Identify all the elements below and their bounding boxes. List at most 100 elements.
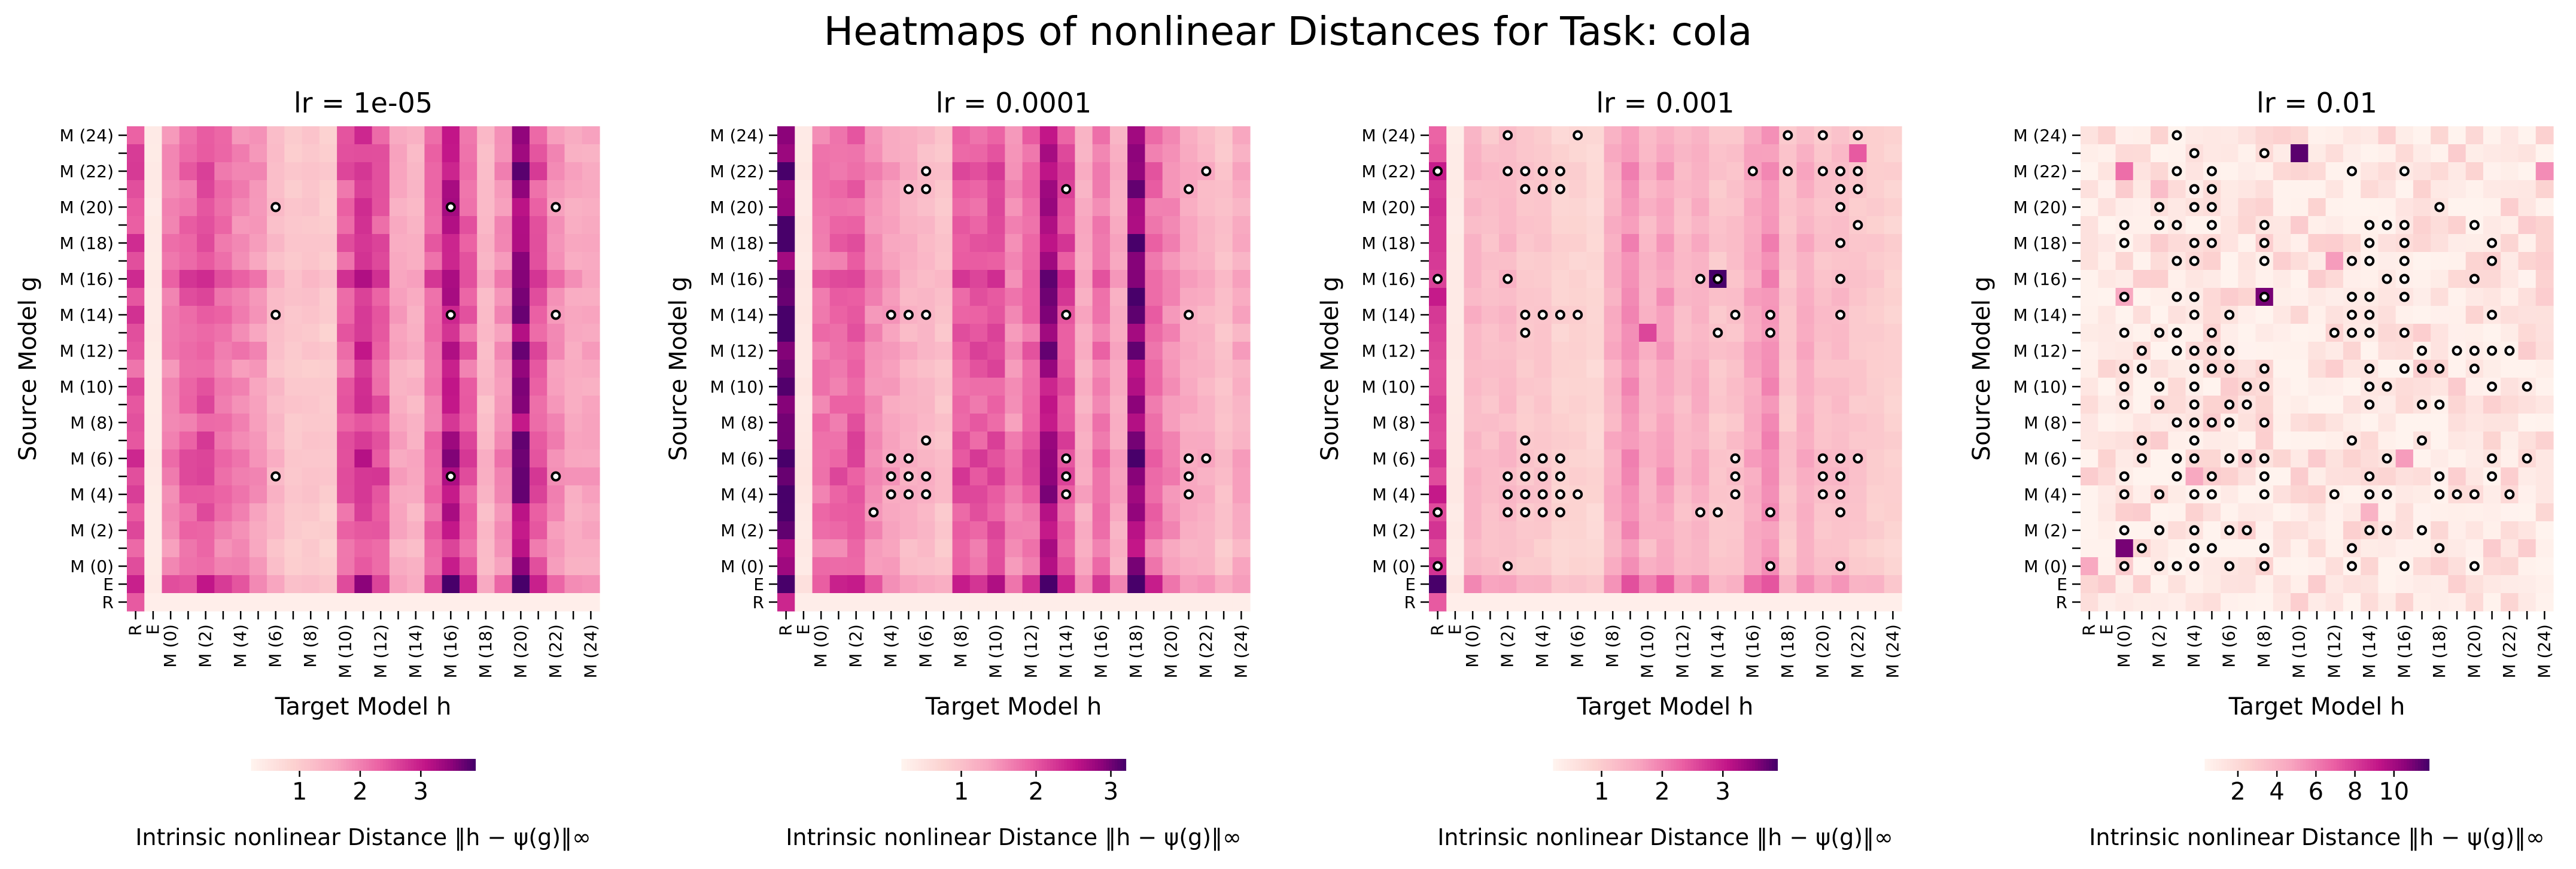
- heatmap-cell: [812, 467, 831, 486]
- heatmap-cell: [1127, 360, 1146, 378]
- heatmap-cell: [1215, 575, 1233, 594]
- heatmap-cell: [2238, 306, 2256, 324]
- heatmap-cell: [1831, 432, 1850, 450]
- heatmap-cell: [1481, 593, 1500, 612]
- heatmap-cell: [777, 198, 795, 217]
- heatmap-cell: [407, 252, 425, 271]
- heatmap-cell: [2395, 432, 2414, 450]
- heatmap-cell: [2325, 270, 2344, 288]
- heatmap-cell: [214, 414, 233, 432]
- heatmap-cell: [512, 126, 530, 145]
- heatmap-cell: [1604, 252, 1622, 271]
- heatmap-cell: [952, 575, 971, 594]
- heatmap-cell: [1215, 449, 1233, 468]
- heatmap-cell: [829, 396, 848, 414]
- heatmap-cell: [389, 198, 407, 217]
- heatmap-cell: [1075, 270, 1093, 288]
- heatmap-cell: [1215, 593, 1233, 612]
- heatmap-cell: [865, 414, 883, 432]
- heatmap-cell: [424, 342, 443, 360]
- heatmap-cell: [2115, 575, 2134, 594]
- panel-title: lr = 1e-05: [294, 87, 433, 119]
- heatmap-cell: [1779, 288, 1798, 306]
- heatmap-cell: [2413, 503, 2431, 522]
- y-tick-label: M (24): [710, 126, 764, 145]
- heatmap-cell: [2518, 198, 2537, 217]
- heatmap-cell: [2483, 521, 2501, 540]
- heatmap-cell: [2518, 539, 2537, 558]
- heatmap-cell: [179, 521, 197, 540]
- heatmap-cell: [2168, 593, 2186, 612]
- heatmap-cell: [1005, 270, 1023, 288]
- heatmap-cell: [2133, 198, 2151, 217]
- heatmap-cell: [2238, 234, 2256, 253]
- heatmap-cell: [442, 342, 460, 360]
- heatmap-cell: [232, 396, 250, 414]
- colorbar-segment: [267, 759, 271, 771]
- x-axis: REM (0) M (2) M (4) M (6) M (8) M (10) M (12) M…: [776, 611, 1251, 721]
- heatmap-cell: [2221, 485, 2239, 504]
- heatmap-cell: [249, 378, 267, 396]
- colorbar-segment: [458, 759, 462, 771]
- colorbar-segment: [1735, 759, 1739, 771]
- colorbar-segment: [1114, 759, 1118, 771]
- heatmap-cell: [337, 360, 355, 378]
- marker-circle: [2136, 345, 2147, 356]
- heatmap-cell: [1814, 180, 1832, 199]
- heatmap-cell: [2501, 252, 2519, 271]
- heatmap-cell: [2081, 449, 2098, 468]
- heatmap-cell: [1586, 216, 1605, 235]
- heatmap-cell: [1761, 360, 1780, 378]
- heatmap-cell: [777, 270, 795, 288]
- heatmap-cell: [337, 306, 355, 324]
- heatmap-cell: [1866, 288, 1885, 306]
- colorbar-segment: [2423, 759, 2427, 771]
- heatmap-cell: [389, 378, 407, 396]
- heatmap-cell: [2115, 414, 2134, 432]
- heatmap-cell: [969, 503, 988, 522]
- heatmap-cell: [494, 324, 513, 342]
- heatmap-cell: [407, 342, 425, 360]
- y-tick-label: M (22): [710, 162, 764, 181]
- heatmap-cell: [969, 288, 988, 306]
- heatmap-cell: [865, 306, 883, 324]
- heatmap-cell: [1039, 288, 1058, 306]
- heatmap-cell: [2413, 575, 2431, 594]
- marker-circle: [2189, 363, 2200, 374]
- heatmap-cell: [2395, 521, 2414, 540]
- colorbar-segment: [307, 759, 311, 771]
- heatmap-cell: [2221, 270, 2239, 288]
- heatmap-cell: [2448, 306, 2466, 324]
- heatmap-cell: [249, 449, 267, 468]
- colorbar-segment: [1699, 759, 1702, 771]
- marker-circle: [868, 507, 879, 518]
- heatmap-cell: [2308, 575, 2326, 594]
- heatmap-cell: [1586, 126, 1605, 145]
- heatmap-cell: [1726, 539, 1745, 558]
- heatmap-cell: [2535, 378, 2554, 396]
- heatmap-cell: [2098, 180, 2116, 199]
- heatmap-cell: [179, 360, 197, 378]
- heatmap-cell: [389, 521, 407, 540]
- heatmap-cell: [1179, 234, 1198, 253]
- heatmap-cell: [1866, 306, 1885, 324]
- heatmap-cell: [144, 449, 163, 468]
- heatmap-cell: [249, 198, 267, 217]
- heatmap-cell: [1814, 521, 1832, 540]
- x-tick-label: M (0): [1462, 624, 1482, 668]
- marker-circle: [2259, 471, 2270, 482]
- heatmap-cell: [952, 503, 971, 522]
- heatmap-cell: [1092, 414, 1111, 432]
- heatmap-cell: [1674, 557, 1692, 576]
- heatmap-cell: [1604, 521, 1622, 540]
- heatmap-cell: [1481, 539, 1500, 558]
- colorbar-segment: [2314, 759, 2318, 771]
- heatmap-cell: [2378, 252, 2396, 271]
- heatmap-cell: [1779, 252, 1798, 271]
- heatmap-cell: [127, 449, 145, 468]
- heatmap-cell: [1499, 432, 1517, 450]
- heatmap-cell: [1145, 432, 1163, 450]
- heatmap-cell: [1534, 144, 1552, 163]
- heatmap-cell: [1092, 288, 1111, 306]
- heatmap-cell: [1604, 180, 1622, 199]
